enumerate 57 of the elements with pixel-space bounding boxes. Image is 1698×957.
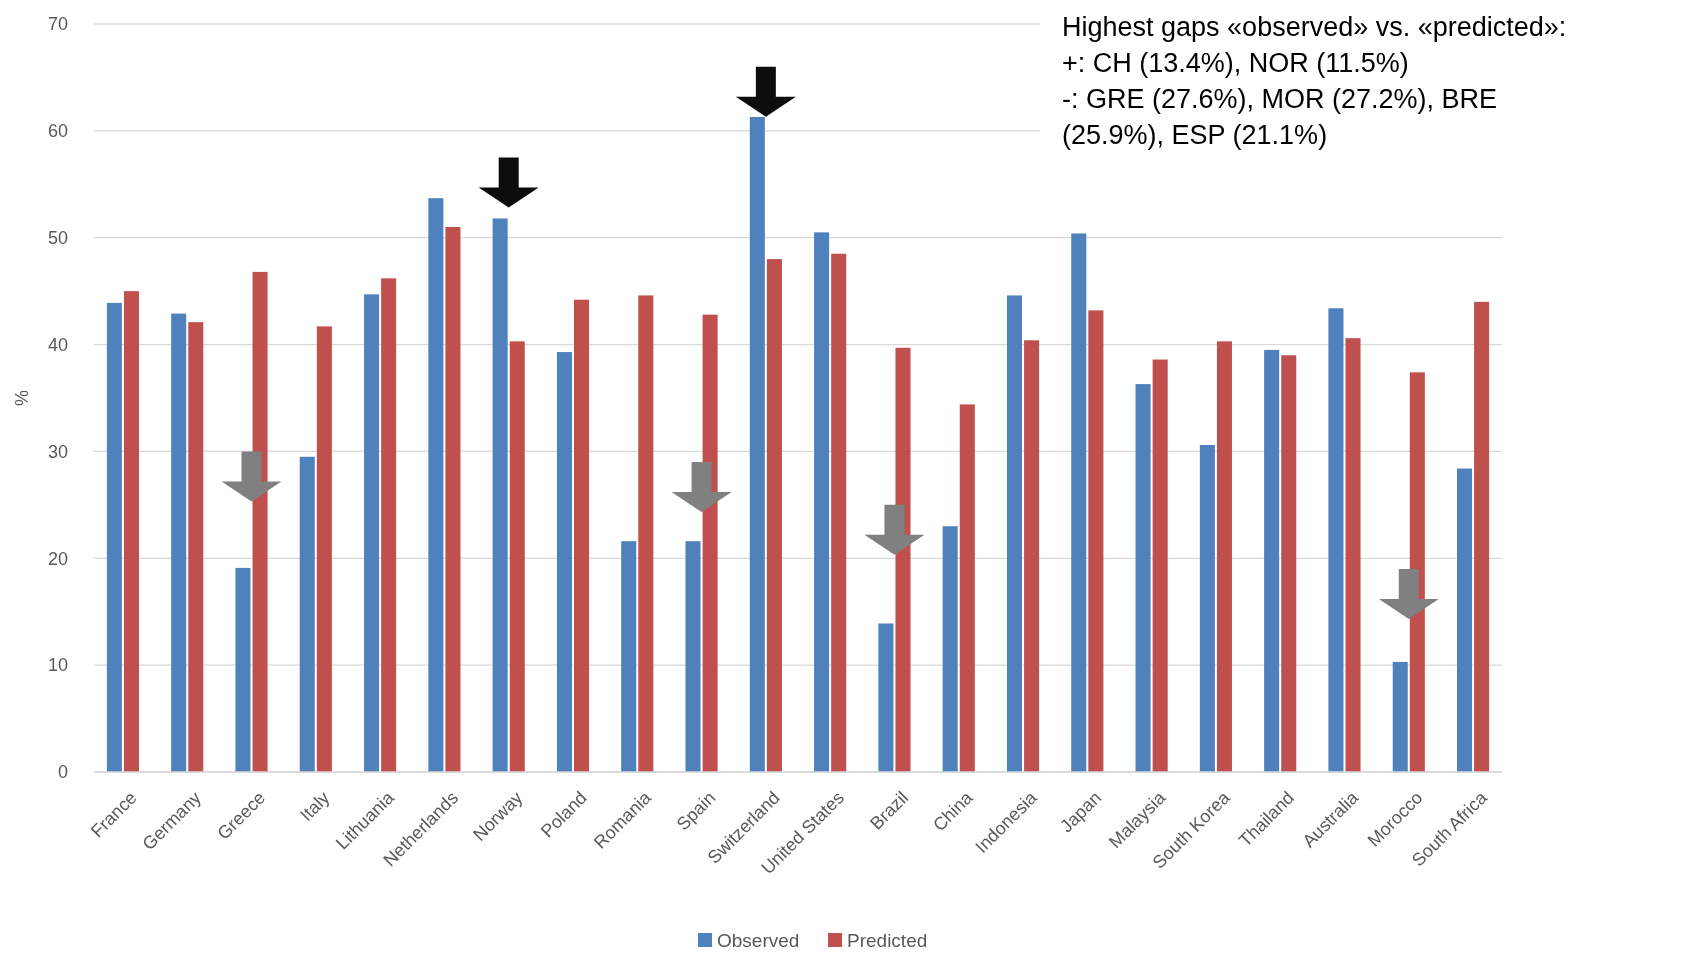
bar [942, 526, 958, 772]
bar [1345, 338, 1361, 772]
legend-label: Predicted [847, 929, 928, 951]
y-tick-label: 60 [47, 121, 68, 142]
bar [492, 218, 508, 772]
y-tick-label: 50 [47, 228, 68, 249]
bar [1328, 308, 1344, 772]
bar [574, 299, 590, 772]
bar [814, 232, 830, 772]
bar [1071, 233, 1087, 772]
bar [1409, 372, 1425, 772]
y-tick-label: 30 [47, 441, 68, 462]
bar [1152, 359, 1168, 772]
y-tick-label: 20 [47, 548, 68, 569]
bar [428, 198, 444, 772]
bar [509, 341, 525, 772]
bar [766, 259, 782, 772]
x-tick-label: Italy [296, 787, 334, 826]
bar [1199, 445, 1215, 772]
y-tick-label: 0 [57, 762, 68, 783]
bar [749, 116, 765, 772]
bar [895, 347, 911, 772]
bar [381, 278, 397, 772]
bar [638, 295, 654, 772]
bar [556, 352, 572, 772]
bar [316, 326, 332, 772]
bar [1281, 355, 1297, 772]
bar [188, 322, 204, 772]
bar [364, 294, 380, 772]
bar [959, 404, 975, 772]
bar [1216, 341, 1232, 772]
legend-label: Observed [717, 929, 800, 951]
bar [1135, 384, 1151, 772]
bar [445, 227, 461, 772]
bar [1392, 661, 1408, 772]
bar [621, 541, 637, 772]
y-tick-label: 70 [47, 14, 68, 35]
bar [878, 623, 894, 772]
bar [685, 541, 701, 772]
bar [1024, 340, 1040, 772]
bar [1264, 349, 1280, 772]
annotation: Highest gaps «observed» vs. «predicted»: +: CH (13.4%), NOR (11.5%) -: GRE (27.6%), MOR (27.2%), BRE (25.9%), ESP (21.1%) [1062, 12, 1567, 150]
bar [1474, 301, 1490, 772]
bar [252, 271, 268, 772]
bar [123, 291, 139, 772]
bar [831, 253, 847, 772]
bar [1006, 295, 1022, 772]
bar [702, 314, 718, 772]
bar [1088, 310, 1104, 772]
bar [299, 456, 315, 772]
bar [106, 302, 122, 772]
bar [235, 567, 251, 772]
y-axis-title: % [12, 389, 32, 407]
y-tick-label: 40 [47, 334, 68, 355]
bar [171, 313, 187, 772]
y-tick-label: 10 [47, 655, 68, 676]
bar [1457, 468, 1473, 772]
